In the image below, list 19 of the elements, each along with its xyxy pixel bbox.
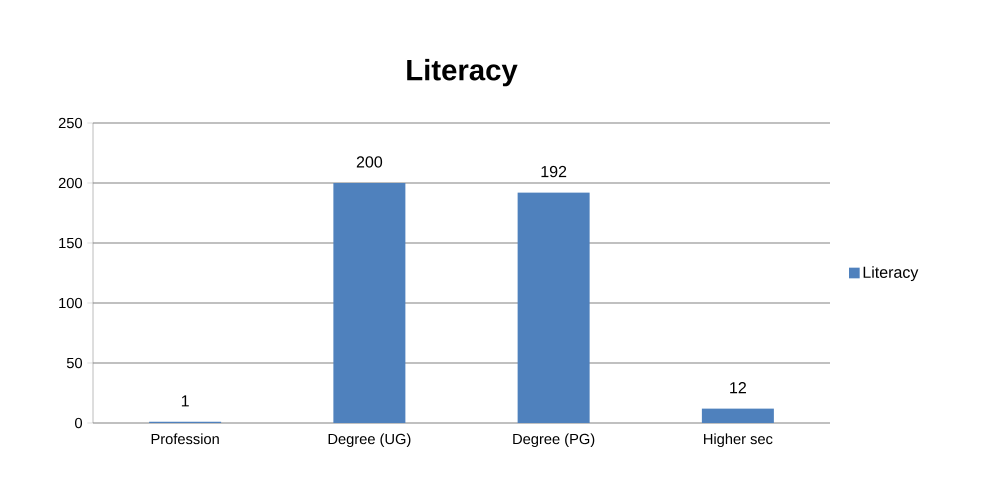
x-tick-label: Higher sec	[704, 433, 773, 448]
x-tick-label: Profession	[152, 433, 219, 444]
y-tick-label: 100	[59, 298, 82, 308]
y-tick-label: 50	[66, 358, 82, 368]
chart-title: Literacy	[407, 58, 518, 86]
data-label: 12	[730, 382, 746, 394]
legend-label: Literacy	[864, 266, 918, 282]
data-label: 200	[356, 156, 382, 168]
bar	[518, 192, 590, 423]
bar	[702, 408, 774, 423]
data-label: 1	[182, 395, 189, 406]
y-tick-label: 200	[58, 178, 82, 188]
y-tick-label: 250	[58, 118, 82, 128]
data-label: 192	[541, 166, 566, 178]
x-tick-label: Degree (UG)	[328, 433, 410, 448]
y-tick-label: 0	[75, 418, 82, 428]
y-tick-label: 150	[59, 238, 82, 248]
bar	[333, 183, 406, 423]
x-tick-label: Degree (PG)	[513, 433, 594, 448]
